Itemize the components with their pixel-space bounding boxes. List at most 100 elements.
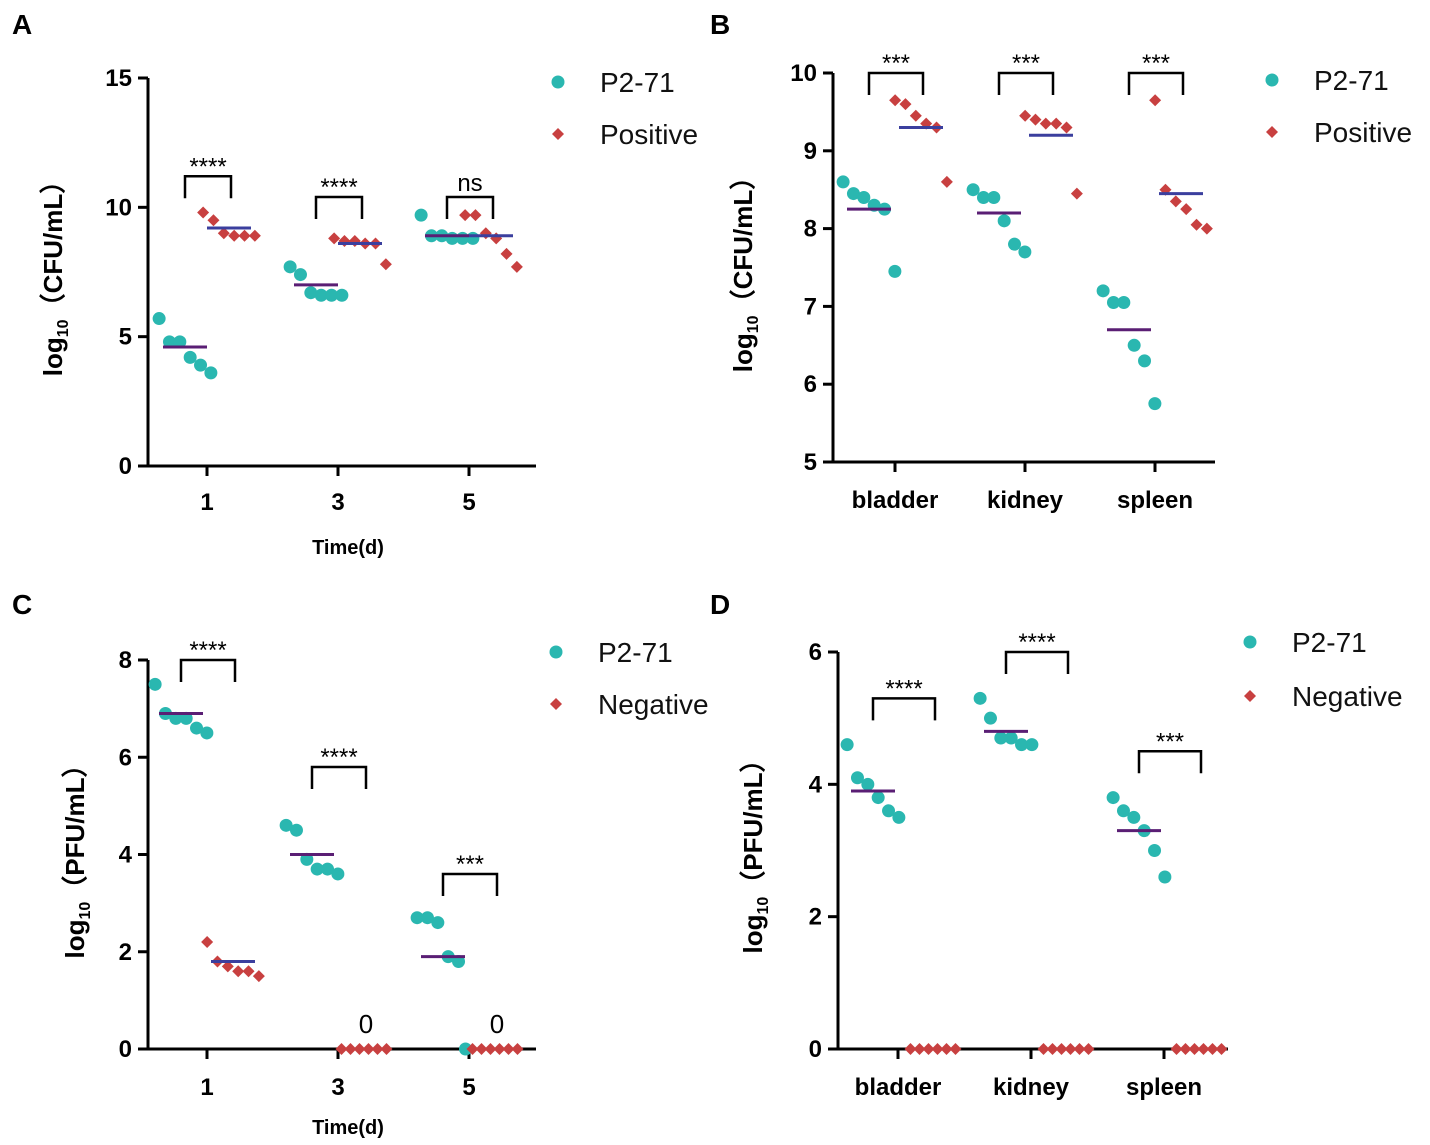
point-p2-71 <box>983 711 997 725</box>
significance-label: **** <box>1018 629 1055 656</box>
point-p2-71 <box>840 738 854 752</box>
point-positive <box>238 229 251 242</box>
panel-letter: B <box>710 9 730 40</box>
point-p2-71 <box>1117 296 1131 310</box>
point-negative <box>1170 1043 1183 1055</box>
point-negative <box>502 1043 515 1055</box>
point-p2-71 <box>148 677 162 691</box>
legend-label: Negative <box>598 689 709 720</box>
point-negative <box>493 1043 506 1055</box>
panel-d: D 0 2 4 6 bladder kidney spleen log10（PFU/mL） ***… <box>710 589 1403 1101</box>
point-p2-71 <box>325 288 339 302</box>
legend-marker-diamond <box>1266 126 1278 138</box>
y-tick-label: 5 <box>119 324 132 351</box>
point-positive <box>1169 195 1182 208</box>
point-negative <box>1188 1043 1201 1055</box>
x-tick-label: spleen <box>1117 487 1193 514</box>
x-tick-label: 5 <box>462 1074 475 1101</box>
point-negative <box>1037 1043 1050 1055</box>
legend-label: P2-71 <box>1314 65 1389 96</box>
point-p2-71 <box>846 187 860 201</box>
point-positive <box>338 234 351 247</box>
y-axis-title: log10（PFU/mL） <box>60 751 94 958</box>
point-p2-71 <box>1018 245 1032 259</box>
point-negative <box>242 965 255 978</box>
point-negative <box>904 1043 917 1055</box>
y-axis-title: log10（CFU/mL） <box>728 164 762 372</box>
point-positive <box>500 247 513 260</box>
y-tick-label: 6 <box>119 744 132 771</box>
y-axis-title-log: log <box>60 920 90 959</box>
significance-label: *** <box>456 851 484 878</box>
point-p2-71 <box>431 916 445 930</box>
zero-label: 0 <box>490 1009 504 1039</box>
legend-marker-circle <box>549 645 563 659</box>
point-p2-71 <box>987 190 1001 204</box>
point-p2-71 <box>1138 354 1152 368</box>
point-positive <box>379 258 392 271</box>
point-negative <box>931 1043 944 1055</box>
point-positive <box>1039 117 1052 130</box>
point-negative <box>1046 1043 1059 1055</box>
point-positive <box>459 209 472 222</box>
y-tick-label: 6 <box>804 371 817 398</box>
legend-marker-diamond <box>550 698 562 710</box>
y-axis-title: log10（PFU/mL） <box>738 746 772 953</box>
point-p2-71 <box>310 862 324 876</box>
x-tick-label: bladder <box>855 1074 942 1101</box>
y-axis-title-unit: （PFU/mL） <box>738 746 768 896</box>
point-negative <box>221 960 234 973</box>
y-tick-label: 5 <box>804 449 817 476</box>
point-p2-71 <box>1116 804 1130 818</box>
point-negative <box>922 1043 935 1055</box>
y-axis-title-unit: （PFU/mL） <box>60 751 90 901</box>
y-tick-label: 0 <box>119 1036 132 1063</box>
significance-bracket <box>179 658 237 682</box>
y-axis-title-subscript: 10 <box>755 897 772 915</box>
point-p2-71 <box>289 823 303 837</box>
y-tick-label: 6 <box>809 639 822 666</box>
point-positive <box>1149 94 1162 107</box>
y-tick-label: 7 <box>804 293 817 320</box>
significance-label: *** <box>882 50 910 77</box>
x-tick-label: 5 <box>462 489 475 516</box>
significance-bracket <box>1137 750 1203 774</box>
point-p2-71 <box>1015 738 1029 752</box>
point-p2-71 <box>871 791 885 805</box>
point-negative <box>232 965 245 978</box>
x-tick-label: kidney <box>993 1074 1070 1101</box>
point-p2-71 <box>1096 284 1110 298</box>
panel-letter: D <box>710 589 730 620</box>
significance-bracket <box>445 195 495 219</box>
y-tick-label: 2 <box>119 939 132 966</box>
point-positive <box>490 232 503 245</box>
point-p2-71 <box>283 260 297 274</box>
point-p2-71 <box>850 771 864 785</box>
point-positive <box>889 94 902 107</box>
point-p2-71 <box>331 867 345 881</box>
point-positive <box>207 214 220 227</box>
y-tick-label: 4 <box>809 771 823 798</box>
point-negative <box>1073 1043 1086 1055</box>
point-positive <box>1200 222 1213 235</box>
significance-label: **** <box>320 744 357 771</box>
point-negative <box>344 1043 357 1055</box>
significance-label: *** <box>1142 50 1170 77</box>
point-negative <box>1082 1043 1095 1055</box>
y-tick-label: 10 <box>790 60 817 87</box>
point-p2-71 <box>183 350 197 364</box>
point-p2-71 <box>1148 844 1162 857</box>
y-axis-title-subscript: 10 <box>745 315 762 333</box>
point-p2-71 <box>459 1042 472 1056</box>
point-negative <box>475 1043 488 1055</box>
point-negative <box>362 1043 375 1055</box>
significance-label: *** <box>1156 728 1184 755</box>
y-axis-title-log: log <box>738 915 768 954</box>
point-negative <box>1179 1043 1192 1055</box>
point-p2-71 <box>994 731 1008 745</box>
x-tick-label: spleen <box>1126 1074 1202 1101</box>
point-negative <box>1064 1043 1077 1055</box>
point-positive <box>348 234 361 247</box>
point-p2-71 <box>200 726 214 740</box>
